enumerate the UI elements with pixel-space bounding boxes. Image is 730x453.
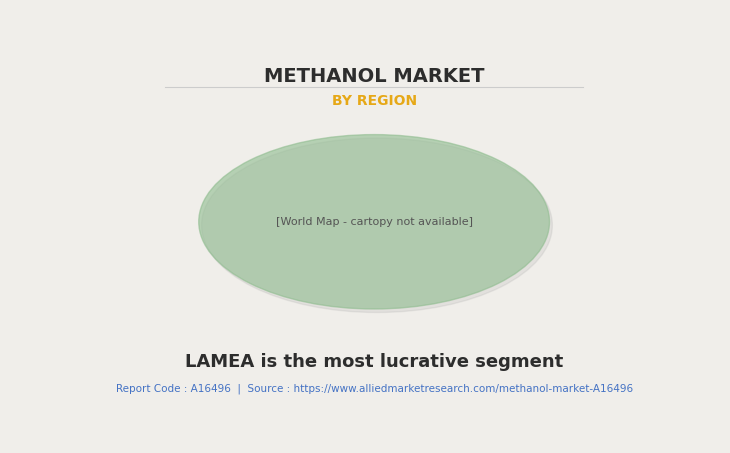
Text: METHANOL MARKET: METHANOL MARKET [264, 67, 485, 86]
Text: LAMEA is the most lucrative segment: LAMEA is the most lucrative segment [185, 352, 564, 371]
Ellipse shape [201, 138, 553, 313]
Text: BY REGION: BY REGION [331, 95, 417, 108]
Text: Report Code : A16496  |  Source : https://www.alliedmarketresearch.com/methanol-: Report Code : A16496 | Source : https://… [115, 384, 633, 395]
Ellipse shape [199, 135, 550, 309]
Text: [World Map - cartopy not available]: [World Map - cartopy not available] [276, 217, 472, 227]
